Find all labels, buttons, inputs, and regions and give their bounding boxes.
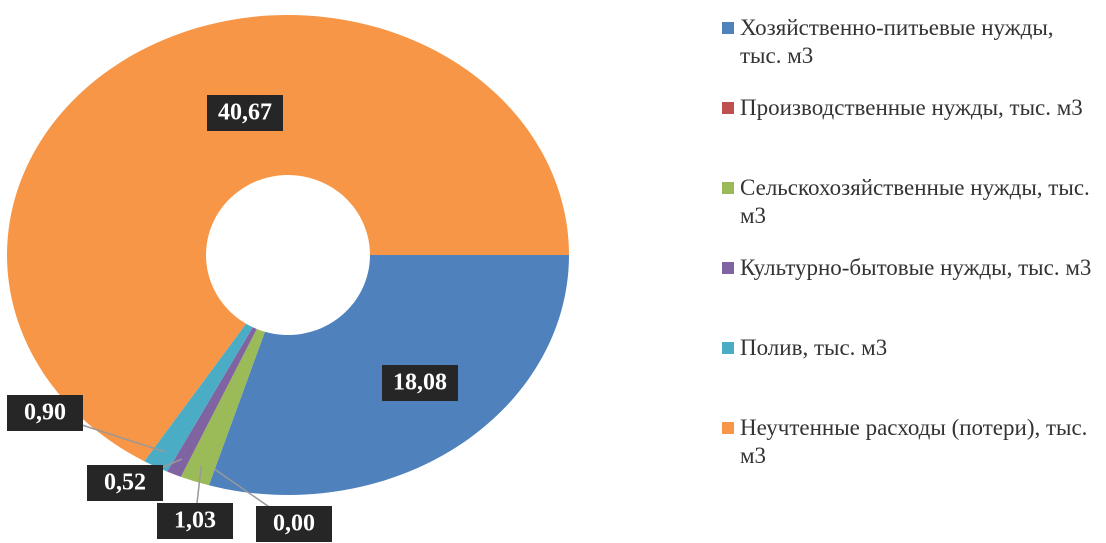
legend-swatch [722,182,734,194]
legend-item: Полив, тыс. м3 [722,334,1092,414]
data-label: 18,08 [393,370,447,396]
data-label-box [87,465,163,501]
legend: Хозяйственно-питьевые нужды, тыс. м3 Прои… [722,14,1092,494]
legend-swatch [722,102,734,114]
legend-swatch [722,22,734,34]
data-label: 1,03 [174,508,216,534]
data-label-box [207,95,283,131]
legend-item: Сельскохозяйственные нужды, тыс. м3 [722,174,1092,254]
donut-slice [180,328,265,486]
data-label: 0,52 [104,470,146,496]
data-label-box [382,365,458,401]
legend-swatch [722,342,734,354]
legend-item: Хозяйственно-питьевые нужды, тыс. м3 [722,14,1092,94]
data-label-box [157,503,233,539]
donut-slice [144,323,253,472]
legend-item: Неучтенные расходы (потери), тыс. м3 [722,414,1092,494]
data-label: 40,67 [218,100,272,126]
chart: 18,08 0,00 1,03 0,52 0,90 40,67 [6,15,569,542]
data-label-box [7,395,83,431]
legend-label: Производственные нужды, тыс. м3 [740,95,1083,120]
legend-label: Сельскохозяйственные нужды, тыс. м3 [740,175,1090,228]
legend-label: Культурно-бытовые нужды, тыс. м3 [740,255,1092,280]
legend-label: Неучтенные расходы (потери), тыс. м3 [740,415,1088,468]
legend-item: Культурно-бытовые нужды, тыс. м3 [722,254,1092,334]
legend-label: Полив, тыс. м3 [740,335,888,360]
data-label-box [256,506,332,542]
donut-slice [6,15,569,462]
data-label: 0,00 [273,511,315,537]
legend-item: Производственные нужды, тыс. м3 [722,94,1092,174]
legend-swatch [722,262,734,274]
donut-slice [167,327,257,477]
data-label: 0,90 [24,400,66,426]
legend-label: Хозяйственно-питьевые нужды, тыс. м3 [740,15,1054,68]
legend-swatch [722,422,734,434]
